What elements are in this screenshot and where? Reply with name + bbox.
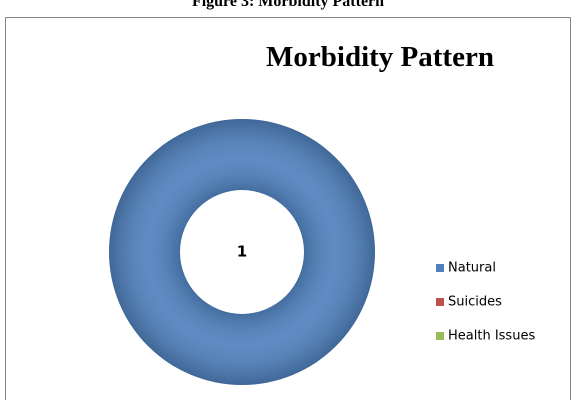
- data-label: 1: [237, 243, 247, 261]
- legend-label: Suicides: [448, 295, 502, 310]
- legend-label: Natural: [448, 261, 496, 276]
- legend-swatch: [436, 332, 444, 340]
- legend-swatch: [436, 298, 444, 306]
- chart-title: Morbidity Pattern: [266, 41, 494, 73]
- legend-swatch: [436, 264, 444, 272]
- figure-caption: Figure 3: Morbidity Pattern: [192, 0, 384, 10]
- legend-label: Health Issues: [448, 329, 535, 344]
